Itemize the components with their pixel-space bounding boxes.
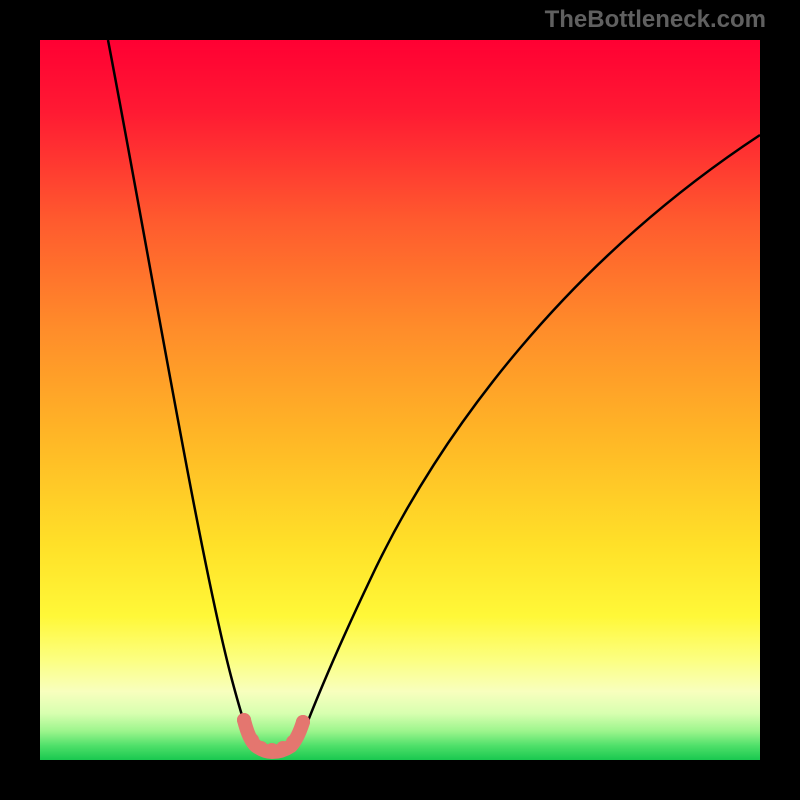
chart-canvas: TheBottleneck.com	[0, 0, 800, 800]
bottleneck-curve-right	[300, 135, 760, 742]
valley-marker-dot	[286, 735, 300, 749]
valley-marker-dot	[237, 713, 251, 727]
watermark-text: TheBottleneck.com	[545, 6, 766, 34]
valley-marker-dot	[296, 715, 310, 729]
curve-layer	[0, 0, 800, 800]
bottleneck-curve-left	[108, 40, 252, 742]
